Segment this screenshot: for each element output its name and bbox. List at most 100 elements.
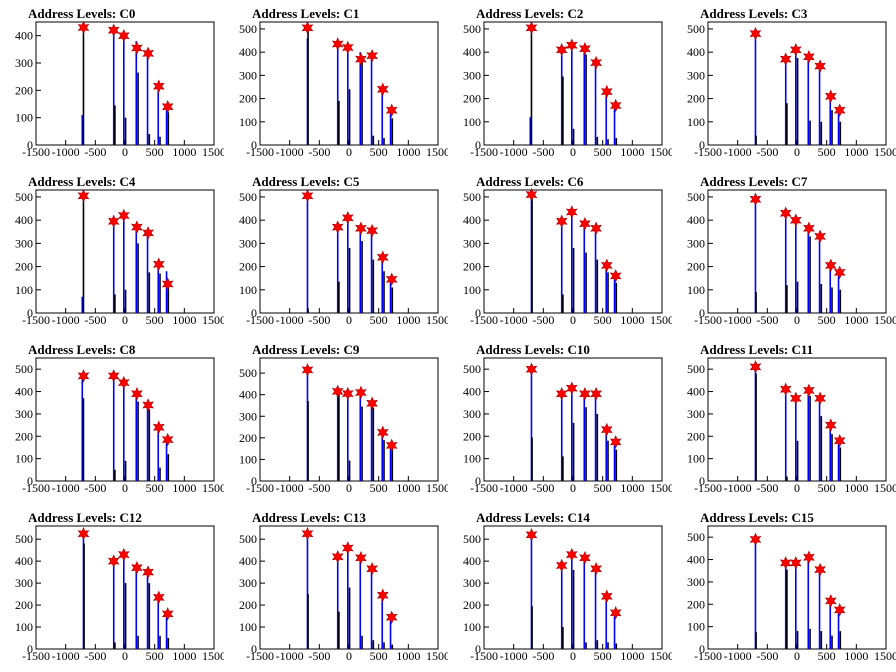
x-tick-label: 1000 [172,481,196,495]
x-tick-label: 500 [370,649,388,663]
x-tick-label: 1500 [202,313,224,327]
y-tick-label: 100 [15,111,33,125]
x-tick-label: -1000 [276,313,304,327]
y-tick-label: 0 [699,138,705,152]
peak-marker [833,103,846,117]
x-tick-label: 1500 [202,649,224,663]
x-tick-label: 1500 [426,649,448,663]
x-tick-label: 0 [122,649,128,663]
y-tick-label: 400 [15,213,33,227]
peak-marker [366,48,378,63]
y-tick-label: 500 [239,366,257,380]
peak-marker [789,43,802,57]
x-tick-label: -1500 [470,649,498,663]
x-tick-label: 1500 [650,313,672,327]
y-tick-label: 0 [251,138,257,152]
chart-title: Address Levels: C7 [700,174,808,189]
peak-marker [590,562,602,576]
x-tick-label: 0 [570,649,576,663]
peak-marker [107,369,120,383]
x-tick-label: 1500 [650,481,672,495]
peak-marker [385,272,398,287]
x-tick-label: 500 [818,145,836,159]
peak-marker [779,206,792,220]
y-tick-label: 0 [251,642,257,656]
x-tick-label: 0 [794,145,800,159]
x-tick-label: -1000 [276,481,304,495]
peak-marker [331,37,344,51]
peak-marker [749,192,762,207]
chart-panel: Address Levels: C9 0 100 200 300 400 500 -1500-… [224,336,448,504]
y-tick-label: 200 [15,260,33,274]
peak-marker [565,205,578,219]
chart-title: Address Levels: C0 [28,6,136,21]
x-tick-label: -1500 [694,313,722,327]
x-tick-label: 0 [570,145,576,159]
x-tick-label: 1500 [202,481,224,495]
x-tick-label: 1000 [844,313,868,327]
peak-marker [779,556,792,570]
x-tick-label: 500 [146,649,164,663]
peak-marker [77,189,90,203]
x-tick-label: -1500 [246,313,274,327]
y-tick-label: 400 [687,45,705,59]
peak-marker [331,384,344,399]
y-tick-label: 500 [239,532,257,546]
x-tick-label: -1500 [246,145,274,159]
y-tick-label: 0 [251,474,257,488]
x-tick-label: -500 [308,481,330,495]
x-tick-label: -1000 [724,145,752,159]
y-tick-label: 300 [463,407,481,421]
peak-marker [609,269,622,283]
chart-panel: Address Levels: C4 0 100 200 300 400 500 -1500-… [0,168,224,336]
peak-marker [590,221,602,236]
peak-marker [803,221,815,236]
chart-panel: Address Levels: C3 0 100 200 300 400 500 -1500-… [672,0,896,168]
x-tick-label: -1500 [694,649,722,663]
peak-marker [600,258,613,273]
peak-marker [366,223,378,238]
x-tick-label: 500 [594,313,612,327]
x-tick-label: -500 [308,649,330,663]
peak-marker [590,55,602,70]
peak-marker [331,220,344,234]
x-tick-label: 1000 [396,313,420,327]
y-tick-label: 0 [475,138,481,152]
x-tick-label: 0 [794,481,800,495]
peak-marker [341,211,354,225]
y-tick-label: 400 [463,213,481,227]
x-tick-label: -1000 [500,313,528,327]
peak-marker [590,387,602,401]
y-tick-label: 100 [463,283,481,297]
x-tick-label: 500 [146,145,164,159]
y-tick-label: 200 [463,598,481,612]
peak-marker [824,89,837,104]
x-tick-label: 1000 [172,649,196,663]
peak-marker [779,52,792,66]
x-tick-label: -1000 [500,481,528,495]
y-tick-label: 400 [239,213,257,227]
peak-marker [579,41,591,56]
chart-panel: Address Levels: C10 0 100 200 300 400 500 -1500… [448,336,672,504]
x-tick-label: -1000 [52,649,80,663]
peak-marker [131,387,143,401]
y-tick-label: 200 [687,260,705,274]
peak-marker [525,187,538,202]
y-tick-label: 400 [239,388,257,402]
peak-marker [301,21,314,35]
x-tick-label: -500 [756,313,778,327]
x-tick-label: -1500 [470,145,498,159]
y-tick-label: 200 [239,92,257,106]
peak-marker [77,20,90,35]
plot-frame [707,525,887,650]
y-tick-label: 400 [239,45,257,59]
x-tick-label: 500 [818,481,836,495]
y-tick-label: 300 [15,236,33,250]
peak-marker [833,433,846,448]
chart-title: Address Levels: C3 [700,6,808,21]
x-tick-label: -1500 [22,313,50,327]
y-tick-label: 100 [463,115,481,129]
x-tick-label: -1500 [694,481,722,495]
chart-title: Address Levels: C5 [252,174,360,189]
x-tick-label: 1000 [620,313,644,327]
